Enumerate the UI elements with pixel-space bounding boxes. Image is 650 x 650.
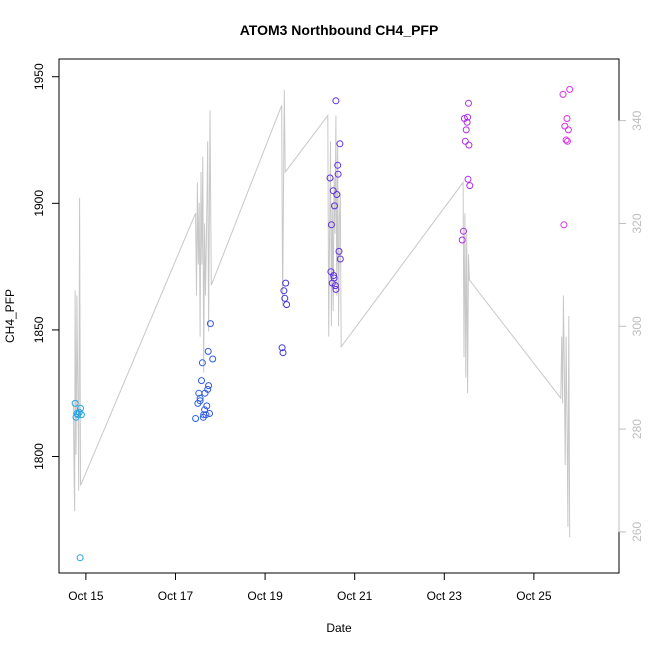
data-point (327, 221, 335, 229)
data-point (196, 394, 204, 402)
data-point (206, 410, 213, 417)
data-point (196, 397, 204, 405)
data-point (71, 399, 79, 407)
data-point (198, 359, 206, 367)
data-point (466, 182, 474, 190)
data-point (332, 285, 340, 293)
chart-title: ATOM3 Northbound CH4_PFP (240, 22, 439, 38)
data-point (333, 191, 341, 198)
data-point (282, 279, 290, 287)
y-tick-label: 1800 (32, 443, 46, 470)
data-point (464, 175, 472, 183)
data-point (283, 301, 291, 309)
data-point (331, 282, 339, 290)
data-point (77, 411, 85, 419)
y2-tick-label: 260 (630, 522, 644, 542)
y-tick-label: 1950 (32, 63, 46, 90)
data-point (336, 140, 344, 148)
series-line (72, 89, 571, 538)
y2-tick-label: 340 (630, 110, 644, 130)
y2-tick-label: 280 (630, 419, 644, 439)
right-axis-line-series (72, 89, 571, 538)
data-point (335, 247, 343, 255)
data-point (198, 377, 205, 385)
data-point (330, 272, 338, 279)
data-point (463, 118, 471, 126)
data-point (278, 344, 286, 352)
data-point (192, 415, 200, 422)
data-point (561, 122, 569, 130)
data-point (204, 385, 212, 393)
y2-tick-label: 300 (630, 316, 644, 336)
data-point (209, 355, 217, 363)
data-point (465, 99, 472, 107)
data-point (205, 382, 213, 390)
data-point (460, 227, 467, 235)
data-point (560, 221, 568, 229)
data-point (465, 141, 473, 149)
x-tick-label: Oct 15 (68, 589, 104, 603)
x-tick-label: Oct 23 (427, 589, 463, 603)
y-axis-left: 1800 1850 1900 1950 (32, 63, 60, 470)
data-point (458, 236, 466, 244)
x-tick-label: Oct 19 (247, 589, 283, 603)
data-point (330, 274, 338, 282)
data-point (326, 174, 334, 182)
x-axis-label: Date (326, 621, 352, 635)
data-point (332, 97, 340, 105)
data-point (202, 411, 210, 419)
x-axis: Oct 15 Oct 17 Oct 19 Oct 21 Oct 23 Oct 25 (68, 572, 552, 603)
data-point (201, 406, 209, 414)
y-tick-label: 1850 (32, 316, 46, 343)
data-point (563, 115, 571, 122)
data-point (559, 90, 567, 98)
data-point (206, 320, 214, 328)
data-point (566, 85, 574, 93)
y-axis-right: 260 280 300 320 340 (618, 110, 644, 542)
data-point (204, 347, 212, 355)
data-point (464, 113, 472, 121)
y-tick-label: 1900 (32, 190, 46, 217)
data-point (329, 187, 337, 195)
x-tick-label: Oct 21 (337, 589, 373, 603)
data-point (462, 126, 470, 134)
y2-tick-label: 320 (630, 213, 644, 233)
data-point (281, 294, 289, 302)
x-tick-label: Oct 25 (516, 589, 552, 603)
data-point (203, 402, 211, 410)
data-point (279, 349, 287, 357)
data-point (331, 202, 338, 210)
data-point (562, 136, 570, 144)
data-point (336, 255, 344, 263)
data-point (334, 170, 342, 178)
data-point (280, 287, 288, 295)
data-point (334, 161, 342, 169)
y-axis-label: CH4_PFP (3, 289, 17, 343)
data-point (461, 137, 469, 145)
data-point (564, 126, 572, 134)
left-axis-point-series (71, 85, 574, 562)
data-point (76, 554, 84, 562)
x-tick-label: Oct 17 (158, 589, 194, 603)
data-point (564, 137, 571, 145)
